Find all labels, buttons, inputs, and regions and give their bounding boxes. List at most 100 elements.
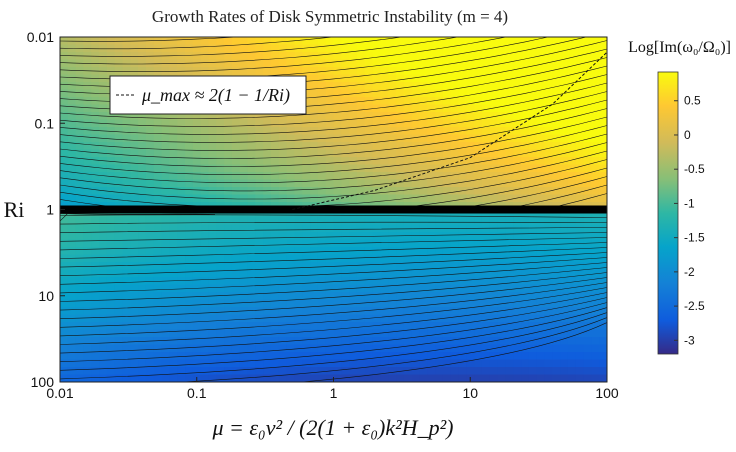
heat-cell: [224, 314, 233, 323]
heat-cell: [458, 134, 467, 143]
heat-cell: [325, 127, 335, 136]
heat-cell: [91, 217, 100, 226]
heat-cell: [91, 247, 100, 256]
heat-cell: [567, 187, 577, 196]
heat-cell: [364, 292, 374, 301]
heat-cell: [263, 157, 272, 166]
heat-cell: [208, 187, 217, 196]
heat-cell: [130, 164, 139, 173]
heat-cell: [270, 247, 280, 256]
heat-cell: [560, 217, 569, 226]
heat-cell: [169, 247, 178, 256]
heat-cell: [356, 292, 366, 301]
heat-cell: [505, 322, 514, 331]
heat-cell: [224, 119, 233, 128]
heat-cell: [481, 104, 491, 113]
heat-cell: [75, 307, 85, 316]
heat-cell: [239, 352, 249, 361]
heat-cell: [364, 74, 374, 83]
heat-cell: [442, 247, 452, 256]
contour-line: [60, 287, 607, 337]
heat-cell: [521, 104, 530, 113]
heat-cell: [255, 277, 264, 286]
heat-cell: [356, 82, 366, 91]
heat-cell: [83, 119, 92, 128]
heat-cell: [216, 232, 225, 241]
heat-cell: [169, 187, 178, 196]
heat-cell: [67, 224, 77, 233]
heat-cell: [505, 172, 514, 181]
heat-cell: [286, 52, 296, 61]
heat-cell: [169, 142, 178, 151]
heat-cell: [247, 232, 256, 241]
heat-cell: [442, 74, 452, 83]
heat-cell: [169, 44, 178, 53]
heat-cell: [106, 314, 116, 323]
heat-cell: [60, 262, 69, 271]
heat-cell: [521, 52, 530, 61]
heat-cell: [231, 307, 241, 316]
heat-cell: [450, 299, 460, 308]
heat-cell: [169, 284, 178, 293]
heat-cell: [497, 314, 507, 323]
heat-cell: [231, 44, 241, 53]
heat-cell: [466, 52, 475, 61]
heat-cell: [192, 247, 202, 256]
heat-cell: [317, 44, 327, 53]
heat-cell: [310, 344, 319, 353]
heat-cell: [177, 292, 186, 301]
heat-cell: [356, 52, 366, 61]
heat-cell: [200, 262, 210, 271]
heat-cell: [286, 44, 296, 53]
heat-cell: [114, 59, 124, 68]
heat-cell: [372, 352, 381, 361]
heat-cell: [481, 344, 491, 353]
heat-cell: [138, 262, 147, 271]
heat-cell: [388, 224, 397, 233]
heat-cell: [169, 254, 178, 263]
heat-cell: [200, 37, 210, 46]
heat-cell: [474, 374, 483, 382]
heat-cell: [270, 277, 280, 286]
heat-cell: [333, 89, 342, 98]
heat-cell: [450, 352, 460, 361]
heat-cell: [435, 194, 444, 203]
heat-cell: [427, 172, 436, 181]
heat-cell: [122, 187, 131, 196]
heat-cell: [497, 329, 507, 338]
heat-cell: [474, 134, 483, 143]
heat-cell: [552, 44, 561, 53]
heat-cell: [153, 37, 163, 46]
heat-cell: [286, 284, 296, 293]
heat-cell: [130, 112, 139, 121]
heat-cell: [591, 119, 600, 128]
heat-cell: [138, 119, 147, 128]
heat-cell: [536, 97, 546, 106]
heat-cell: [466, 89, 475, 98]
heat-cell: [161, 142, 170, 151]
heat-cell: [528, 74, 538, 83]
heat-cell: [177, 179, 186, 188]
heat-cell: [450, 367, 460, 376]
heat-cell: [388, 322, 397, 331]
heat-cell: [505, 59, 514, 68]
heat-cell: [528, 367, 538, 376]
heat-cell: [83, 292, 92, 301]
heat-cell: [466, 179, 475, 188]
heat-cell: [403, 374, 413, 382]
heat-cell: [75, 337, 85, 346]
heat-cell: [130, 134, 139, 143]
heat-cell: [255, 329, 264, 338]
heat-cell: [474, 314, 483, 323]
heat-cell: [341, 194, 350, 203]
heat-cell: [591, 149, 600, 158]
heat-cell: [145, 209, 155, 218]
contour-line: [60, 232, 607, 242]
heat-cell: [560, 329, 569, 338]
heat-cell: [505, 232, 514, 241]
heat-cell: [435, 127, 444, 136]
heat-cell: [505, 217, 514, 226]
heat-cell: [560, 179, 569, 188]
heat-cell: [216, 284, 225, 293]
heat-cell: [67, 247, 77, 256]
